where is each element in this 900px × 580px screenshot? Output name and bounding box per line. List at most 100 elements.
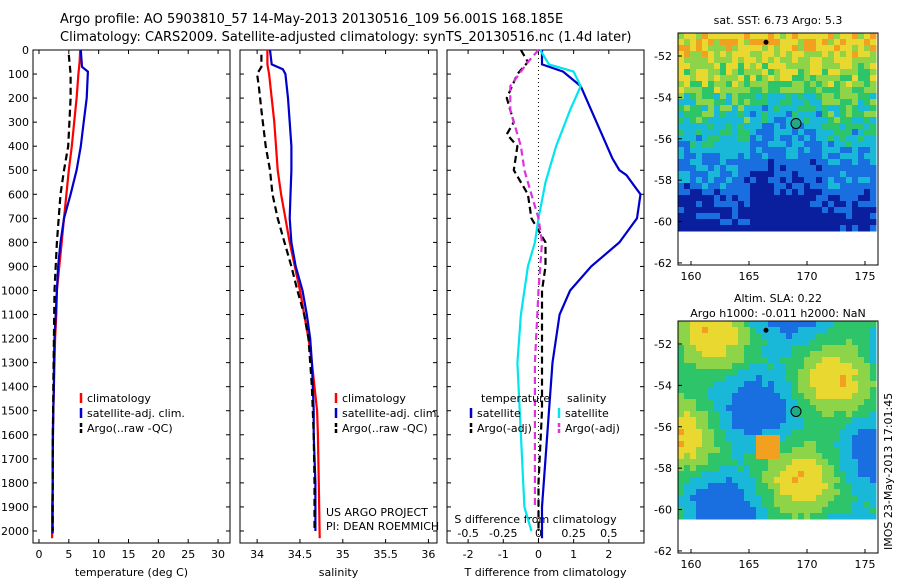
map-cell (834, 435, 841, 442)
map-cell (822, 105, 829, 112)
map-cell (792, 471, 799, 478)
map-cell (744, 159, 751, 166)
map-cell (816, 57, 823, 64)
map-cell (792, 513, 799, 520)
map-cell (720, 369, 727, 376)
map-cell (786, 177, 793, 184)
map-cell (750, 219, 757, 226)
map-cell (852, 111, 859, 118)
map-cell (864, 69, 871, 76)
map-cell (708, 399, 715, 406)
map-y-tick-label: -58 (654, 462, 672, 475)
map-cell (702, 87, 709, 94)
map-cell (702, 321, 709, 328)
map-cell (870, 411, 877, 418)
map-cell (732, 219, 739, 226)
map-cell (834, 87, 841, 94)
map-cell (828, 63, 835, 70)
map-cell (684, 219, 691, 226)
map-cell (852, 201, 859, 208)
map-cell (702, 435, 709, 442)
map-cell (696, 441, 703, 448)
map-cell (750, 39, 757, 46)
map-cell (840, 435, 847, 442)
map-cell (864, 495, 871, 502)
map-cell (708, 363, 715, 370)
map-cell (840, 135, 847, 142)
map-cell (864, 327, 871, 334)
map-cell (774, 393, 781, 400)
map-cell (852, 135, 859, 142)
map-cell (732, 207, 739, 214)
map-cell (744, 129, 751, 136)
map-cell (762, 147, 769, 154)
map-cell (822, 447, 829, 454)
map-cell (870, 495, 877, 502)
map-cell (708, 405, 715, 412)
map-cell (714, 423, 721, 430)
map-cell (870, 189, 877, 196)
map-cell (750, 381, 757, 388)
map-cell (798, 471, 805, 478)
map-cell (726, 177, 733, 184)
map-cell (822, 213, 829, 220)
map-cell (864, 153, 871, 160)
map-cell (786, 147, 793, 154)
map-cell (870, 69, 877, 76)
map-cell (678, 357, 685, 364)
map-cell (846, 459, 853, 466)
map-cell (750, 477, 757, 484)
sst-map-title: sat. SST: 6.73 Argo: 5.3 (714, 14, 843, 27)
map-cell (834, 423, 841, 430)
map-cell (780, 225, 787, 232)
map-cell (726, 225, 733, 232)
legend-label: Argo(-adj) (565, 422, 620, 435)
map-cell (714, 471, 721, 478)
map-cell (780, 375, 787, 382)
map-cell (840, 33, 847, 40)
map-cell (690, 387, 697, 394)
map-cell (774, 501, 781, 508)
map-cell (822, 375, 829, 382)
map-cell (846, 147, 853, 154)
map-cell (834, 471, 841, 478)
map-cell (810, 327, 817, 334)
map-cell (780, 483, 787, 490)
map-cell (708, 333, 715, 340)
map-cell (834, 351, 841, 358)
map-cell (798, 453, 805, 460)
map-cell (756, 219, 763, 226)
map-cell (858, 489, 865, 496)
map-cell (786, 417, 793, 424)
map-cell (768, 387, 775, 394)
map-cell (726, 513, 733, 520)
map-cell (726, 345, 733, 352)
map-cell (708, 69, 715, 76)
map-cell (792, 39, 799, 46)
map-cell (840, 423, 847, 430)
map-cell (678, 105, 685, 112)
map-cell (786, 189, 793, 196)
map-cell (762, 201, 769, 208)
map-cell (786, 411, 793, 418)
map-cell (684, 513, 691, 520)
map-cell (792, 153, 799, 160)
map-cell (726, 123, 733, 130)
map-cell (732, 513, 739, 520)
map-cell (858, 45, 865, 52)
map-cell (720, 393, 727, 400)
map-cell (828, 117, 835, 124)
map-cell (726, 219, 733, 226)
map-cell (714, 327, 721, 334)
map-cell (822, 333, 829, 340)
map-cell (774, 177, 781, 184)
map-cell (798, 159, 805, 166)
map-cell (768, 57, 775, 64)
map-cell (702, 57, 709, 64)
map-cell (768, 477, 775, 484)
map-cell (714, 489, 721, 496)
map-cell (870, 429, 877, 436)
map-cell (834, 183, 841, 190)
map-cell (870, 141, 877, 148)
map-cell (684, 375, 691, 382)
